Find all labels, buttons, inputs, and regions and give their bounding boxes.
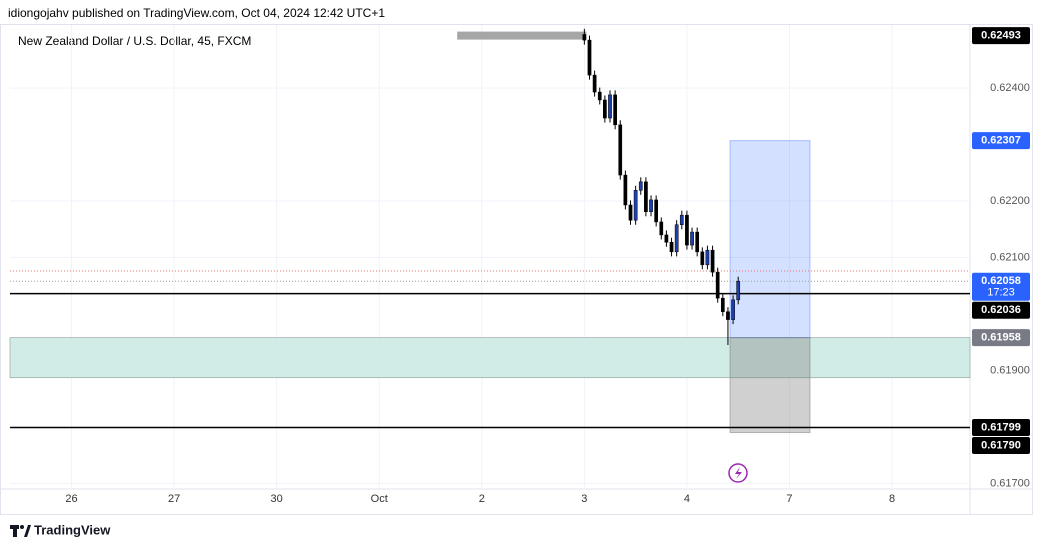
candle-body	[582, 34, 587, 41]
candle-body	[623, 174, 628, 206]
x-tick-label: 30	[271, 493, 283, 505]
drawing-bar	[457, 31, 587, 40]
chart-frame	[0, 24, 1033, 515]
candle-body	[603, 99, 607, 119]
symbol-title: New Zealand Dollar / U.S. Dollar, 45, FX…	[18, 34, 251, 48]
y-tick-label: 0.61900	[990, 364, 1030, 376]
candle-body	[618, 124, 623, 176]
y-tick-label: 0.62400	[990, 82, 1030, 94]
y-tick-label: 0.62200	[990, 195, 1030, 207]
price-label-box	[972, 27, 1030, 45]
candle-body	[679, 214, 684, 226]
x-tick-label: 2	[479, 493, 485, 505]
candle-body	[710, 249, 715, 273]
x-tick-label: 26	[65, 493, 77, 505]
candle-body	[695, 231, 700, 253]
x-tick-label: 3	[581, 493, 587, 505]
x-tick-label: 8	[889, 493, 895, 505]
candle-body	[674, 224, 679, 253]
candle-body	[736, 280, 741, 301]
y-tick-label: 0.62100	[990, 251, 1030, 263]
price-label-box	[972, 301, 1030, 319]
footer-brand: TradingView	[34, 522, 111, 537]
candle-body	[638, 181, 643, 191]
position-stop	[729, 337, 811, 434]
price-label-box	[972, 272, 1030, 301]
candle-body	[726, 311, 730, 320]
candle-body	[700, 251, 705, 266]
price-label-box	[972, 132, 1030, 150]
candle-body	[597, 91, 602, 101]
candle-body	[715, 271, 720, 299]
candle-body	[649, 199, 653, 213]
candle-body	[613, 94, 617, 126]
price-label: 0.62307	[981, 135, 1021, 147]
candle-body	[592, 74, 597, 93]
price-label: 0.62036	[981, 304, 1021, 316]
candle-body	[731, 299, 735, 320]
price-label-box	[972, 329, 1030, 347]
candle-body	[705, 249, 710, 266]
x-tick-label: 7	[786, 493, 792, 505]
price-label: 0.61958	[981, 332, 1021, 344]
candle-body	[587, 39, 592, 76]
candle-body	[628, 204, 633, 221]
price-label: 0.61799	[981, 421, 1021, 433]
countdown: 17:23	[987, 287, 1015, 299]
candle-body	[685, 214, 689, 246]
price-label: 0.62058	[981, 275, 1021, 287]
candle-body	[659, 221, 664, 236]
position-target	[729, 140, 811, 339]
x-tick-label: 4	[684, 493, 690, 505]
candle-body	[664, 234, 669, 243]
candle-body	[644, 181, 648, 213]
candle-body	[654, 199, 659, 223]
price-label-box	[972, 436, 1030, 454]
candle-body	[669, 242, 674, 253]
lightning-icon	[728, 463, 748, 483]
price-label-box	[972, 418, 1030, 436]
candle-body	[690, 231, 694, 246]
price-label: 0.62493	[981, 30, 1021, 42]
y-tick-label: 0.61700	[990, 477, 1030, 489]
publisher-line: idiongojahv published on TradingView.com…	[8, 6, 385, 20]
tv-logo	[10, 525, 31, 537]
candle-body	[633, 190, 638, 221]
x-tick-label: Oct	[371, 493, 388, 505]
x-tick-label: 27	[168, 493, 180, 505]
zone	[9, 337, 971, 379]
candle-body	[608, 94, 612, 119]
price-label: 0.61790	[981, 439, 1021, 451]
candle-body	[720, 297, 725, 312]
